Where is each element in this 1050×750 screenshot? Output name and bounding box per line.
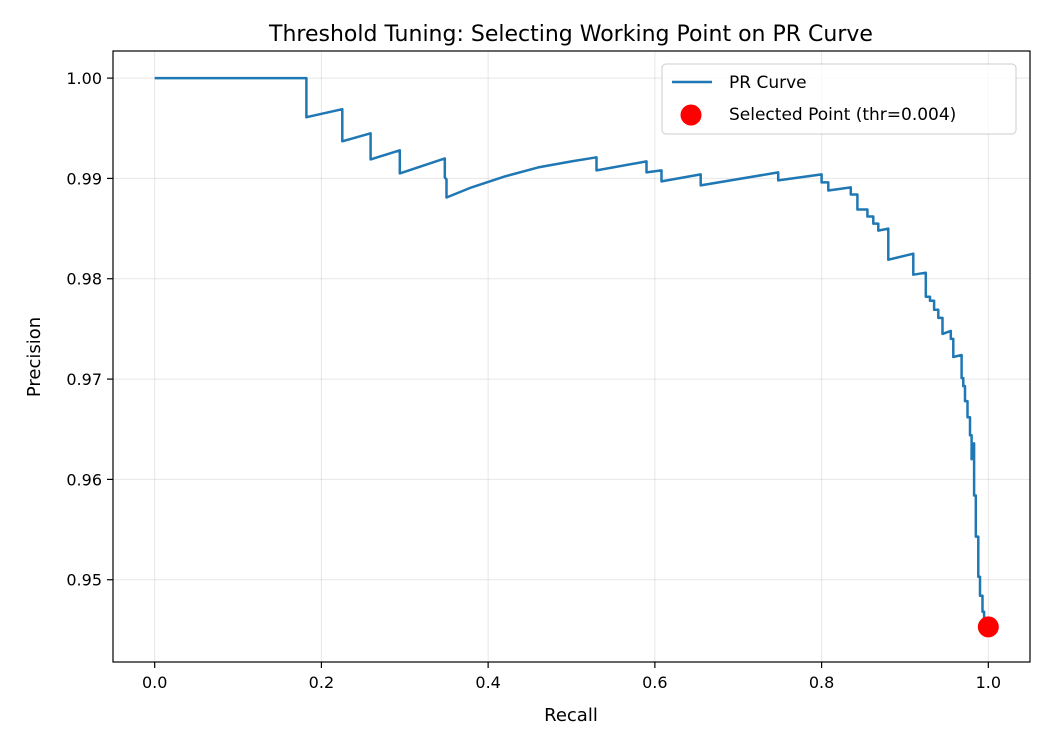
legend-box: [661, 63, 1017, 135]
legend-selected-point-label: Selected Point (thr=0.004): [729, 105, 956, 125]
y-tick-label: 0.95: [66, 571, 102, 590]
x-axis-ticks: 0.0 0.2 0.4 0.6 0.8 1.0: [142, 662, 1001, 692]
x-tick-label: 0.8: [809, 673, 834, 692]
legend-selected-point-swatch: [680, 104, 702, 126]
y-tick-label: 0.97: [66, 370, 102, 389]
y-tick-label: 0.98: [66, 270, 102, 289]
legend-pr-curve-label: PR Curve: [729, 73, 807, 93]
selected-point-marker: [977, 616, 999, 638]
grid: [113, 51, 1030, 662]
pr-curve-line: [154, 76, 989, 629]
x-tick-label: 0.0: [142, 673, 167, 692]
x-tick-label: 0.4: [475, 673, 500, 692]
x-axis-label: Recall: [544, 705, 598, 726]
y-tick-label: 0.99: [66, 169, 102, 188]
legend: PR Curve Selected Point (thr=0.004): [661, 63, 1017, 135]
x-tick-label: 0.6: [642, 673, 667, 692]
y-axis-label: Precision: [24, 317, 45, 397]
x-tick-label: 0.2: [309, 673, 334, 692]
plot-area-frame: [112, 50, 1031, 663]
x-tick-label: 1.0: [976, 673, 1001, 692]
y-tick-label: 1.00: [66, 69, 102, 88]
plot-marks: [154, 76, 999, 638]
y-axis-ticks: 0.95 0.96 0.97 0.98 0.99 1.00: [66, 69, 113, 590]
chart-title: Threshold Tuning: Selecting Working Poin…: [268, 22, 873, 47]
y-tick-label: 0.96: [66, 470, 102, 489]
